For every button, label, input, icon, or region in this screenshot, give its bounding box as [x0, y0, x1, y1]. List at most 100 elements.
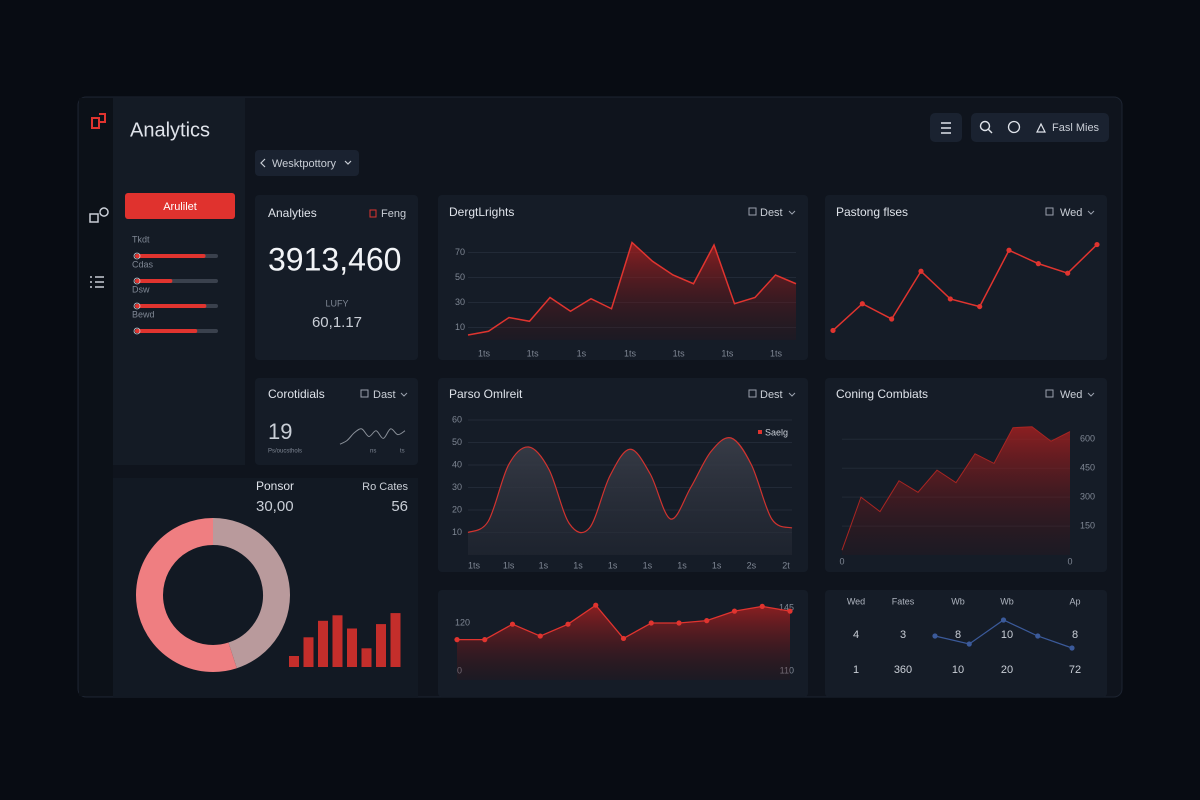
- notification-icon[interactable]: [1007, 120, 1021, 134]
- line: [832, 244, 1098, 332]
- area: [842, 426, 1070, 555]
- chart-label: 145: [779, 602, 794, 612]
- card-tag: Feng: [381, 208, 406, 220]
- table-cell: 10: [952, 664, 964, 676]
- point: [1065, 270, 1071, 276]
- x-tick-label: 2t: [782, 560, 790, 570]
- x-tick-label: 1ts: [721, 348, 734, 358]
- point: [787, 608, 793, 614]
- chart-label: 120: [455, 617, 470, 627]
- x-tick-label: 1ls: [503, 560, 515, 570]
- card: [825, 195, 1107, 360]
- menu-icon: [941, 122, 951, 134]
- toolbar: [971, 113, 1109, 142]
- progress-bar: [135, 279, 173, 283]
- table-cell: 20: [1001, 664, 1013, 676]
- point: [932, 633, 938, 639]
- user-icon[interactable]: [1036, 122, 1046, 133]
- point: [918, 268, 924, 274]
- point: [889, 316, 895, 322]
- x-tick-label: 2s: [747, 560, 757, 570]
- table-cell: 72: [1069, 664, 1081, 676]
- bar: [347, 628, 357, 667]
- y-tick-label: 20: [452, 504, 462, 514]
- point: [537, 633, 543, 639]
- logo[interactable]: [91, 113, 106, 129]
- dropdown[interactable]: [255, 150, 359, 176]
- point: [859, 301, 865, 307]
- card-filter: Dest: [760, 207, 783, 219]
- y-tick-label: 30: [452, 482, 462, 492]
- bar: [303, 637, 314, 667]
- card-title: Corotidials: [268, 387, 325, 401]
- progress-bar: [135, 329, 198, 333]
- sidebar-button-label: Arulilet: [163, 201, 197, 213]
- bar: [289, 656, 299, 667]
- card: [255, 378, 418, 465]
- table-header: Ap: [1069, 596, 1080, 606]
- point: [1035, 633, 1041, 639]
- nav-icon[interactable]: [89, 207, 109, 223]
- point: [759, 603, 765, 609]
- point: [704, 618, 710, 624]
- card-title: Ponsor: [256, 479, 294, 493]
- sidebar-button[interactable]: [125, 193, 235, 219]
- progress-bar: [135, 254, 206, 258]
- chevron: [260, 158, 352, 168]
- donut-count: 56: [391, 498, 408, 515]
- progress-dot: [133, 327, 141, 335]
- point: [454, 637, 460, 643]
- legend-label: Saelg: [765, 427, 788, 437]
- nav-icon[interactable]: [90, 276, 104, 288]
- card-tag: Ro Cates: [362, 481, 408, 493]
- progress-dot: [133, 277, 141, 285]
- sidebar-label: Cdas: [132, 259, 154, 269]
- y-tick-label: 30: [455, 297, 465, 307]
- card-title: Parso Omlreit: [449, 387, 523, 401]
- x-tick-label: 1ts: [673, 348, 686, 358]
- x-tick-label: 1s: [539, 560, 549, 570]
- mini-label: ts: [400, 449, 405, 455]
- donut-value: 30,00: [256, 498, 294, 515]
- point: [620, 635, 627, 642]
- y-tick-label: 50: [455, 272, 465, 282]
- bar: [318, 620, 328, 667]
- table-cell: 8: [1072, 629, 1078, 641]
- bar: [390, 613, 401, 667]
- point: [648, 620, 654, 626]
- x-tick-label: 0: [839, 556, 844, 566]
- line: [467, 437, 793, 534]
- tag-icon: [369, 209, 377, 218]
- donut-segment: [212, 518, 290, 669]
- point: [966, 641, 972, 647]
- card-title: Analyties: [268, 206, 317, 220]
- search-icon[interactable]: [979, 120, 991, 132]
- x-tick-label: 1ts: [624, 348, 637, 358]
- legend-swatch: [758, 430, 762, 434]
- y-tick-label: 450: [1080, 463, 1095, 473]
- progress-bar: [135, 304, 207, 308]
- y-tick-label: 60: [452, 414, 462, 424]
- point: [593, 602, 599, 608]
- table-cell: 8: [955, 629, 961, 641]
- bar: [332, 615, 343, 667]
- user-name[interactable]: Fasl Mies: [1052, 122, 1100, 134]
- point: [482, 637, 488, 643]
- x-tick-label: 1s: [712, 560, 722, 570]
- y-tick-label: 10: [455, 322, 465, 332]
- x-tick-label: 1ts: [770, 348, 783, 358]
- dropdown-label: Wesktpottory: [272, 158, 336, 170]
- y-tick-label: 40: [452, 459, 462, 469]
- mini-label: ns: [370, 449, 376, 455]
- point: [947, 296, 953, 302]
- x-tick-label: 1s: [643, 560, 653, 570]
- x-tick-label: 1s: [573, 560, 583, 570]
- card-title: Coning Combiats: [836, 387, 928, 401]
- point: [1006, 247, 1012, 253]
- area: [468, 242, 796, 340]
- bar: [361, 648, 372, 667]
- icon-rail: [79, 98, 113, 696]
- mini-value: 19: [268, 419, 292, 444]
